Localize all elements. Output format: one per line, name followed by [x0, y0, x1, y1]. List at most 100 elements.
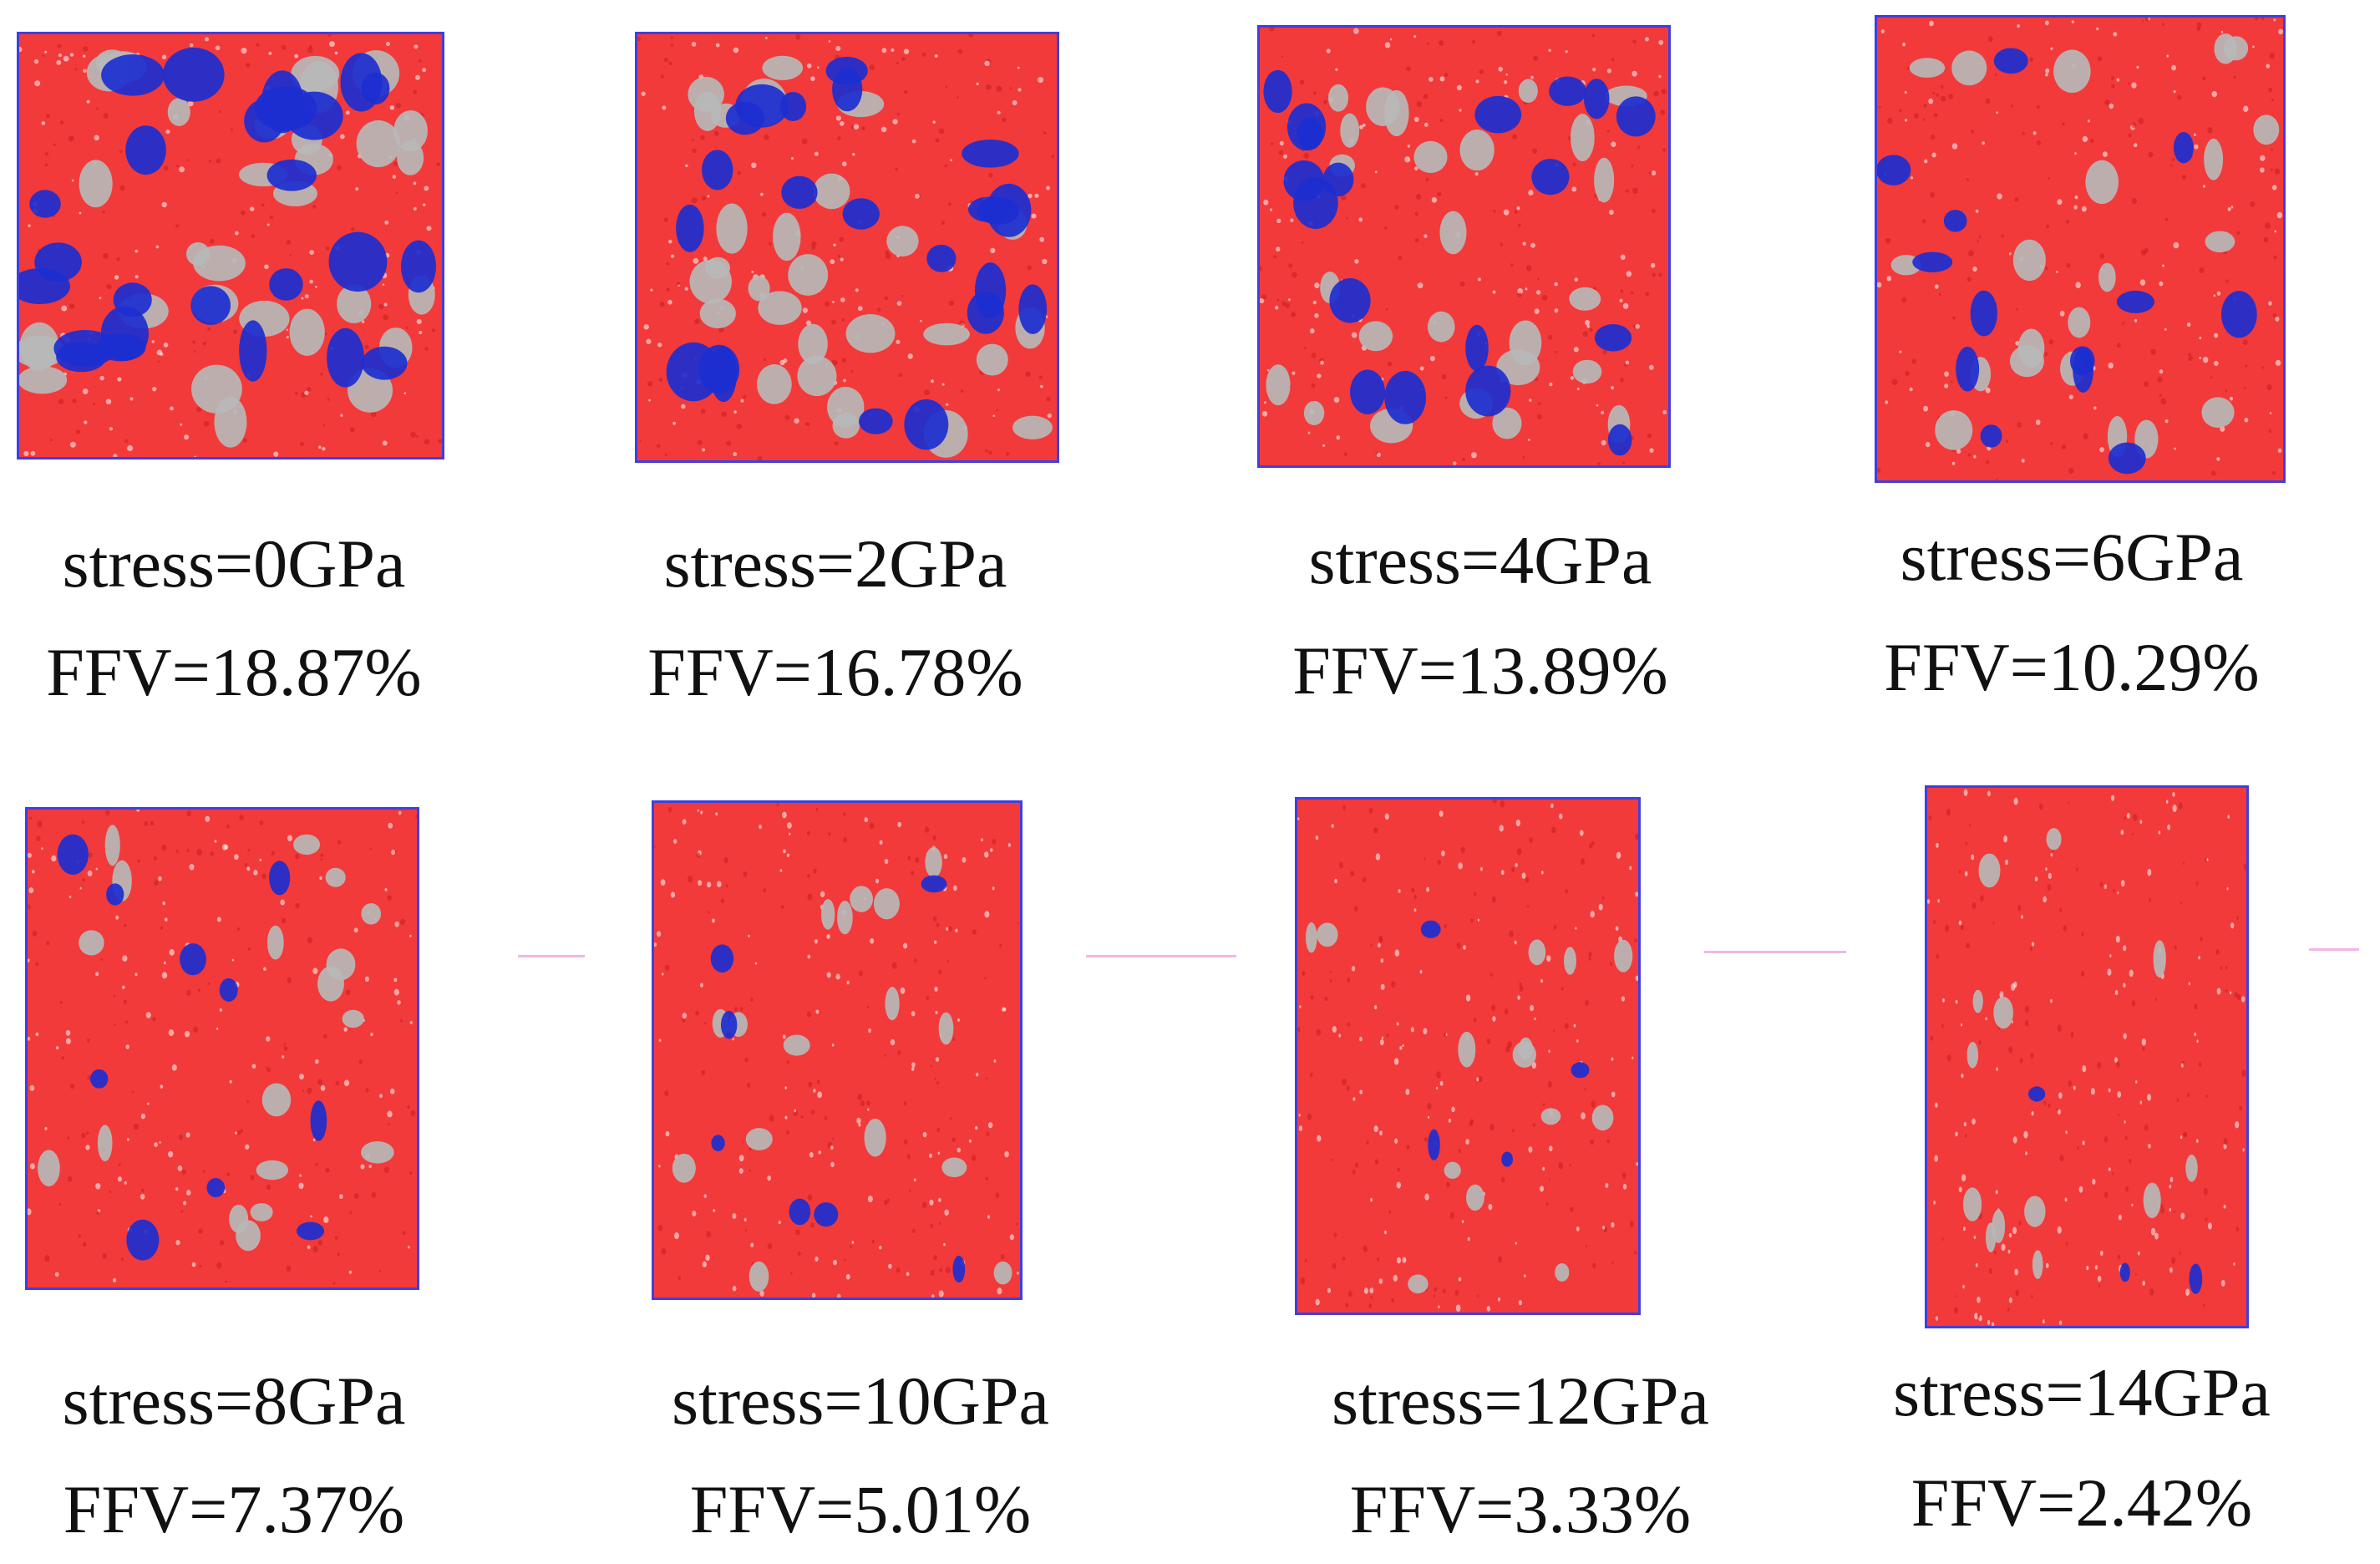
speckle — [312, 1246, 318, 1252]
speckle — [1963, 1226, 1966, 1231]
speckle — [807, 873, 810, 878]
speckle — [948, 300, 955, 307]
speckle — [100, 957, 103, 961]
speckle — [56, 59, 62, 65]
speckle — [1552, 1029, 1555, 1033]
blue-void — [190, 286, 231, 325]
speckle — [2196, 22, 2202, 28]
speckle — [1486, 1306, 1491, 1312]
speckle — [2064, 1197, 2068, 1202]
speckle — [1407, 145, 1411, 148]
speckle — [120, 1257, 124, 1262]
speckle — [54, 1272, 59, 1277]
speckle — [1491, 896, 1496, 903]
speckle — [786, 1060, 789, 1064]
speckle — [1625, 360, 1630, 365]
gray-void — [1366, 87, 1400, 126]
speckle — [385, 42, 391, 47]
speckle — [1423, 1028, 1428, 1035]
speckle — [41, 847, 43, 851]
speckle — [1444, 924, 1448, 929]
blue-void — [962, 140, 1019, 168]
speckle — [1901, 297, 1907, 303]
speckle — [1551, 826, 1556, 834]
speckle — [2173, 241, 2180, 249]
speckle — [2183, 1131, 2187, 1138]
speckle — [426, 226, 432, 231]
speckle — [1445, 1181, 1450, 1188]
speckle — [696, 852, 701, 858]
speckle — [2005, 439, 2009, 444]
speckle — [810, 1222, 814, 1228]
speckle — [1515, 820, 1521, 827]
speckle — [1945, 924, 1950, 932]
speckle — [2220, 30, 2224, 33]
speckle — [2171, 64, 2176, 71]
speckle — [2179, 1252, 2181, 1256]
speckle — [1602, 1226, 1606, 1230]
speckle — [424, 439, 430, 444]
speckle — [109, 1190, 112, 1194]
speckle — [1521, 872, 1526, 879]
speckle — [1368, 1303, 1373, 1309]
speckle — [1522, 455, 1525, 459]
speckle — [903, 89, 908, 94]
speckle — [947, 926, 952, 932]
speckle — [86, 99, 90, 104]
speckle — [69, 896, 72, 899]
speckle — [1038, 77, 1043, 84]
speckle — [1973, 454, 1977, 459]
speckle — [46, 941, 50, 946]
speckle — [23, 450, 29, 457]
speckle — [2250, 201, 2256, 208]
speckle — [1322, 99, 1327, 104]
speckle — [1518, 1300, 1522, 1306]
speckle — [192, 340, 196, 344]
speckle — [2025, 1151, 2027, 1155]
speckle — [875, 878, 880, 884]
speckle — [1334, 878, 1337, 884]
speckle — [2087, 119, 2090, 123]
speckle — [738, 1168, 743, 1174]
speckle — [144, 820, 149, 826]
speckle — [670, 254, 675, 258]
speckle — [1423, 122, 1429, 127]
speckle — [2268, 87, 2273, 93]
speckle — [693, 257, 699, 264]
speckle — [733, 452, 738, 457]
speckle — [2169, 1176, 2174, 1183]
speckle — [957, 96, 959, 99]
speckle — [117, 377, 122, 382]
speckle — [2131, 198, 2137, 205]
speckle — [2199, 267, 2205, 273]
speckle — [1958, 920, 1962, 926]
speckle — [2099, 253, 2105, 259]
speckle — [737, 170, 742, 175]
speckle — [2058, 1092, 2063, 1099]
speckle — [1444, 396, 1448, 399]
gray-void — [773, 212, 801, 262]
speckle — [1470, 452, 1477, 459]
gray-void — [941, 1157, 967, 1178]
speckle — [113, 1023, 116, 1027]
speckle — [1342, 1256, 1346, 1262]
speckle — [738, 1155, 744, 1162]
speckle — [1383, 1230, 1387, 1235]
speckle — [2266, 383, 2272, 391]
speckle — [2164, 217, 2169, 221]
speckle — [1524, 1274, 1526, 1278]
speckle — [896, 61, 899, 64]
gray-void — [185, 241, 211, 266]
speckle — [307, 1245, 311, 1250]
speckle — [1493, 209, 1496, 213]
speckle — [807, 1194, 813, 1201]
speckle — [1315, 1298, 1320, 1306]
speckle — [268, 52, 272, 55]
speckle — [2059, 1154, 2064, 1162]
gray-void — [2098, 262, 2116, 292]
speckle — [1963, 1121, 1966, 1127]
speckle — [1347, 977, 1351, 983]
speckle — [2150, 1227, 2156, 1236]
gray-void — [748, 276, 770, 302]
speckle — [659, 302, 665, 307]
